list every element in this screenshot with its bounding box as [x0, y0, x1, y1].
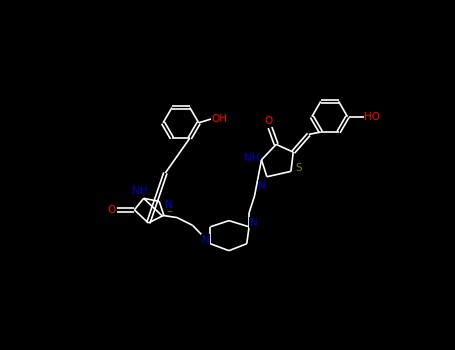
Text: N: N — [250, 218, 258, 228]
Text: NH: NH — [132, 186, 147, 196]
Text: HO: HO — [364, 112, 380, 122]
Text: O: O — [264, 116, 273, 126]
Text: OH: OH — [212, 114, 228, 124]
Text: NH: NH — [244, 153, 260, 163]
Text: N: N — [165, 200, 172, 210]
Text: S: S — [167, 204, 173, 214]
Text: N: N — [258, 181, 266, 191]
Text: O: O — [107, 205, 115, 215]
Text: S: S — [295, 163, 302, 173]
Text: N: N — [202, 235, 210, 245]
